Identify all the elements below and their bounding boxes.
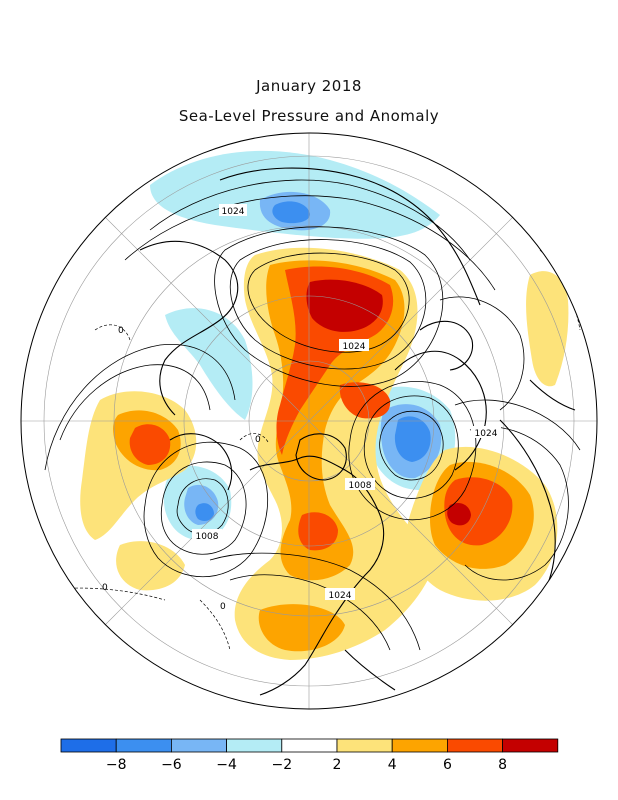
zero-line-east	[539, 249, 581, 331]
coast-arabia	[529, 379, 576, 411]
map-border	[20, 132, 598, 710]
coast-alaska	[169, 433, 233, 491]
coast-asia-east	[139, 240, 239, 416]
coast-scandinavia	[419, 320, 474, 371]
contour-value-labels: 1024 1024 1024 1008 1008 1024 0 0 0 0	[102, 204, 501, 612]
contour-low-east-3	[348, 381, 477, 521]
zero-label: 0	[102, 583, 108, 593]
anomaly-neg-west-coast	[165, 308, 253, 420]
contour-label: 1008	[196, 532, 219, 542]
map-subtitle: Sea-Level Pressure and Anomaly	[178, 107, 440, 125]
anomaly-pos-south	[116, 541, 185, 591]
anomaly-pos-mid-strong	[339, 382, 391, 419]
pressure-contours	[44, 179, 581, 651]
colorbar-tick-label: −6	[161, 757, 182, 773]
contour-west-loop	[59, 364, 211, 441]
zero-line-southwest	[199, 599, 231, 651]
contour-high-north-3	[214, 226, 444, 387]
contour-label: 1024	[329, 591, 352, 601]
colorbar-swatch	[391, 738, 448, 753]
graticule	[21, 133, 597, 709]
contour-low-east-2	[363, 395, 459, 499]
colorbar-tick-label: 4	[388, 757, 397, 773]
zero-label: 0	[220, 602, 226, 612]
colorbar-swatch	[446, 738, 503, 753]
colorbar-swatch	[281, 738, 338, 753]
colorbar-tick-label: 8	[498, 757, 507, 773]
colorbar: −8 −6 −4 −2 2 4 6 8	[60, 738, 559, 773]
colorbar-swatch	[115, 738, 172, 753]
anomaly-pos-main-max	[306, 279, 383, 332]
colorbar-tick-label: −4	[216, 757, 237, 773]
zero-label: 0	[255, 435, 261, 445]
contour-north-arc	[149, 179, 471, 261]
zero-line-center	[239, 433, 269, 443]
colorbar-swatch	[226, 738, 283, 753]
coast-south-america	[344, 649, 396, 691]
coast-siberia	[219, 167, 481, 306]
colorbar-tick-label: 2	[333, 757, 342, 773]
contour-high-north-2	[229, 239, 427, 370]
anomaly-pos-west-strong	[129, 424, 171, 465]
contour-label: 1024	[343, 342, 366, 352]
colorbar-swatch	[170, 738, 227, 753]
colorbar-swatch	[502, 738, 559, 753]
contour-siberia	[439, 296, 525, 411]
anomaly-neg-pacific-max	[195, 503, 214, 522]
contour-low-pacific-3	[143, 441, 268, 577]
contour-high-north	[247, 252, 410, 353]
coast-north-america	[249, 455, 385, 696]
anomaly-pos-far-east	[526, 271, 569, 387]
zero-label: 0	[118, 326, 124, 336]
colorbar-tick-label: −2	[271, 757, 292, 773]
anomaly-neg-east-max	[394, 416, 431, 462]
contour-label: 1008	[349, 481, 372, 491]
map-title: January 2018	[256, 77, 362, 95]
contour-east-high-2	[454, 399, 581, 451]
zero-line-west	[94, 324, 131, 341]
colorbar-tick-label: 6	[443, 757, 452, 773]
coast-greenland	[295, 433, 347, 481]
contour-low-east	[379, 410, 444, 481]
anomaly-pos-east-strong	[444, 477, 513, 546]
coastlines	[139, 167, 576, 696]
anomaly-pos-east-max	[447, 503, 471, 526]
coast-europe	[394, 350, 487, 471]
contour-label: 1024	[222, 207, 245, 217]
colorbar-swatch	[60, 738, 117, 753]
anomaly-pos-center-strong	[298, 512, 338, 551]
contour-east-high	[464, 426, 569, 581]
meridian-135	[104, 216, 514, 626]
contour-low-pacific	[176, 478, 229, 535]
contour-south-ridge-2	[209, 552, 421, 651]
anomaly-neg-north-max	[272, 201, 310, 224]
contour-low-pacific-2	[160, 461, 247, 555]
anomaly-pos-south-mid	[258, 604, 345, 652]
contour-label: 1024	[475, 429, 498, 439]
contour-north-arc-2	[124, 195, 496, 291]
colorbar-tick-label: −8	[106, 757, 127, 773]
colorbar-swatch	[336, 738, 393, 753]
contour-west-loop-2	[44, 343, 236, 471]
coast-africa	[499, 419, 556, 601]
